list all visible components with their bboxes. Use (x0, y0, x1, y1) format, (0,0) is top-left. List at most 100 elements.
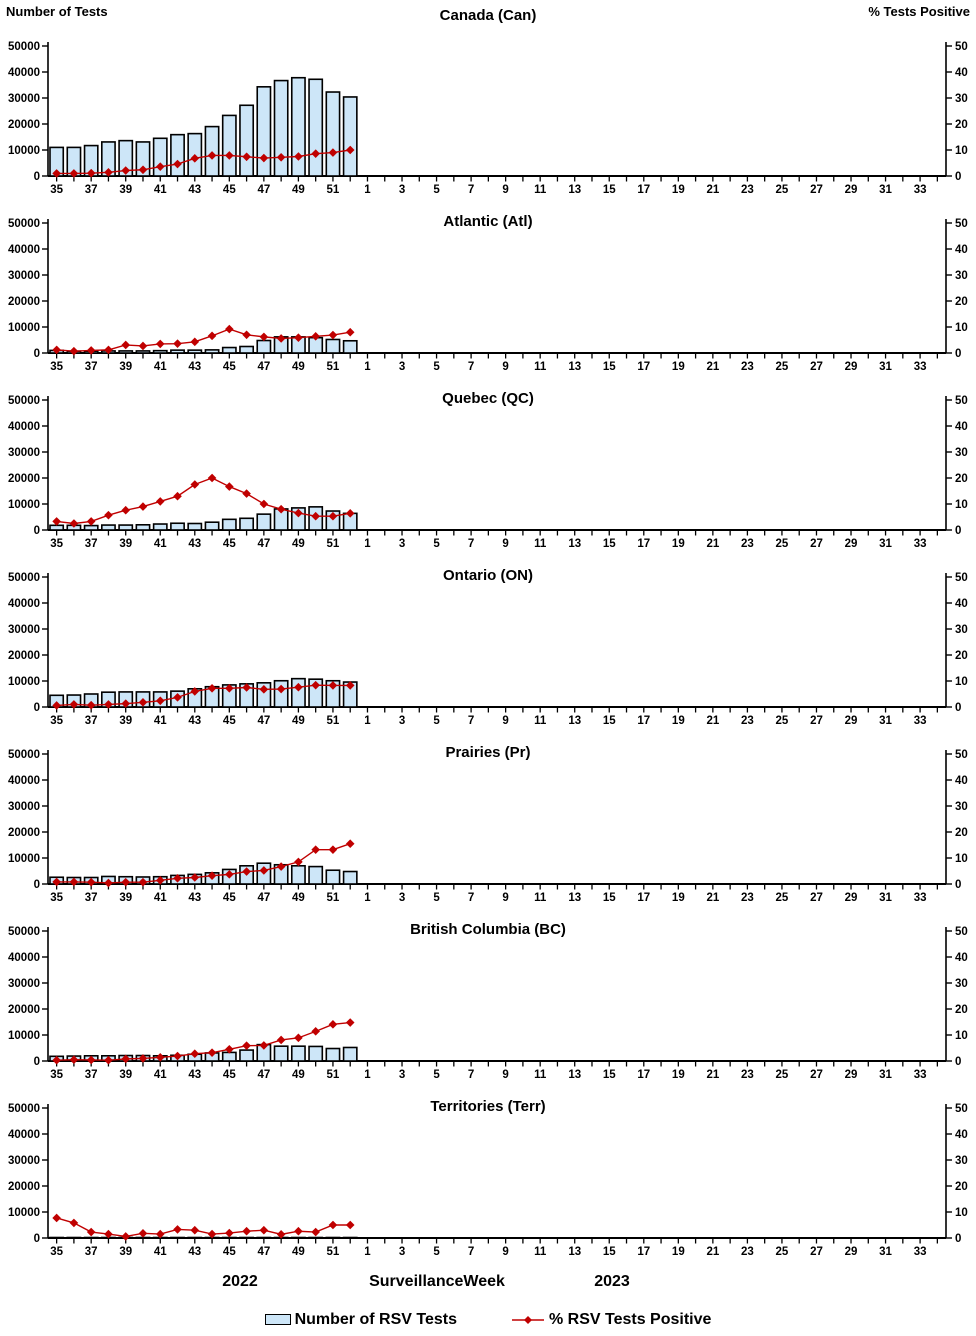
x-tick-label: 47 (257, 184, 270, 196)
pct-marker (242, 1041, 251, 1050)
x-tick-label: 33 (914, 538, 927, 550)
y-tick-label-left: 20000 (8, 1004, 40, 1016)
bar (135, 141, 151, 177)
pct-marker (311, 511, 320, 521)
bar (221, 1051, 237, 1062)
pct-marker (121, 505, 131, 515)
y-tick-label-right: 30 (955, 801, 968, 813)
pct-marker (138, 698, 148, 707)
x-tick-label: 11 (534, 892, 547, 904)
x-tick-label: 41 (154, 184, 167, 196)
x-tick-label: 33 (914, 1246, 927, 1258)
y-tick-label-left: 10000 (8, 676, 40, 688)
x-tick-label: 25 (776, 715, 789, 727)
x-tick-label: 3 (399, 184, 405, 196)
pct-marker (155, 497, 165, 506)
x-tick-label: 19 (672, 1246, 685, 1258)
y-tick-label-left: 30000 (8, 624, 40, 636)
bar (221, 1236, 237, 1239)
x-tick-label: 9 (502, 361, 508, 373)
x-tick-label: 45 (223, 361, 236, 373)
left-axis-title: Number of Tests (6, 4, 108, 19)
y-tick-label-left: 30000 (8, 1155, 40, 1167)
y-tick-label-right: 20 (955, 1004, 968, 1016)
x-tick-label: 3 (399, 892, 405, 904)
x-tick-label: 29 (845, 715, 858, 727)
bar (49, 1236, 65, 1239)
x-tick-label: 39 (119, 361, 132, 373)
x-tick-label: 23 (741, 1069, 754, 1081)
y-tick-label-left: 0 (34, 171, 40, 183)
pct-line (56, 149, 351, 175)
y-tick-label-right: 20 (955, 119, 968, 131)
x-tick-label: 45 (223, 1069, 236, 1081)
pct-marker (311, 1027, 320, 1036)
pct-marker (345, 509, 355, 518)
x-tick-label: 31 (879, 715, 892, 727)
x-tick-label: 39 (119, 1246, 132, 1258)
pct-marker (207, 871, 217, 880)
x-tick-label: 3 (399, 361, 405, 373)
y-tick-label-right: 40 (955, 244, 968, 256)
bar (342, 1236, 358, 1239)
pct-marker (190, 480, 200, 489)
x-tick-label: 37 (85, 892, 98, 904)
x-tick-label: 39 (119, 538, 132, 550)
x-tick-label: 41 (154, 361, 167, 373)
x-tick-label: 1 (364, 184, 371, 196)
pct-marker (86, 346, 96, 355)
pct-marker (259, 1225, 269, 1235)
pct-marker (328, 845, 338, 854)
panel-title-prairies: Prairies (Pr) (445, 744, 531, 761)
y-tick-label-right: 20 (955, 473, 968, 485)
pct-marker (259, 685, 269, 694)
pct-marker (276, 862, 286, 871)
x-tick-label: 13 (568, 892, 581, 904)
y-tick-label-left: 20000 (8, 827, 40, 839)
x-tick-label: 49 (292, 892, 305, 904)
x-tick-label: 21 (706, 538, 719, 550)
x-tick-label: 11 (534, 538, 547, 550)
x-tick-label: 41 (154, 1069, 167, 1081)
bar (187, 349, 203, 354)
x-tick-label: 29 (845, 892, 858, 904)
y-tick-label-left: 40000 (8, 775, 40, 787)
pct-marker (104, 510, 113, 520)
y-tick-label-right: 30 (955, 270, 968, 282)
pct-marker (52, 701, 61, 710)
x-tick-label: 41 (154, 538, 167, 550)
bar (152, 349, 168, 354)
bar (290, 76, 306, 177)
y-tick-label-left: 50000 (8, 218, 40, 230)
pct-marker (345, 1220, 355, 1230)
x-tick-label: 33 (914, 184, 927, 196)
y-tick-label-left: 10000 (8, 322, 40, 334)
panel-title-territories: Territories (Terr) (430, 1098, 546, 1115)
x-tick-label: 39 (119, 184, 132, 196)
x-tick-label: 37 (85, 184, 98, 196)
pct-marker (345, 327, 355, 337)
pct-marker (104, 168, 113, 177)
x-tick-label: 29 (845, 361, 858, 373)
pct-marker (138, 502, 148, 511)
y-tick-label-left: 40000 (8, 421, 40, 433)
y-tick-label-right: 30 (955, 93, 968, 105)
bar (239, 517, 255, 531)
y-tick-label-right: 20 (955, 296, 968, 308)
pct-marker (276, 504, 286, 514)
pct-marker (173, 159, 182, 169)
x-tick-label: 27 (810, 538, 823, 550)
pct-marker (225, 1228, 234, 1238)
bar (342, 339, 358, 354)
x-tick-label: 23 (741, 184, 754, 196)
x-tick-label: 49 (292, 1069, 305, 1081)
pct-marker (242, 683, 251, 692)
pct-marker (242, 489, 251, 498)
pct-marker (138, 1229, 148, 1238)
y-tick-label-right: 30 (955, 624, 968, 636)
x-tick-label: 11 (534, 361, 547, 373)
x-tick-label: 45 (223, 538, 236, 550)
bar (118, 350, 134, 354)
x-tick-label: 1 (364, 538, 371, 550)
y-tick-label-left: 30000 (8, 447, 40, 459)
